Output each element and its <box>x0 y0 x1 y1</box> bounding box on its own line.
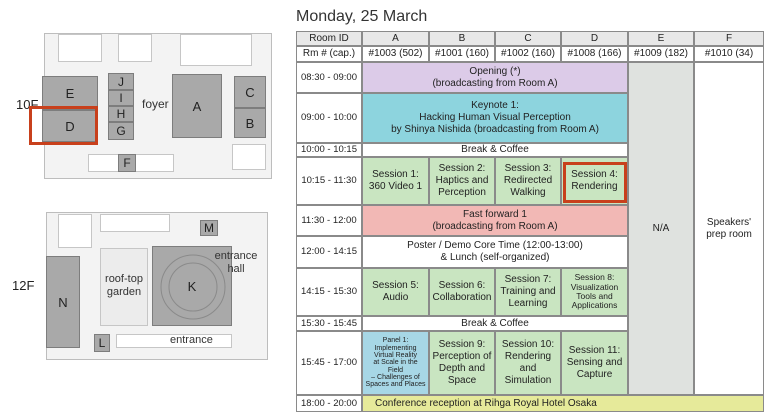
time-slot: 10:00 - 10:15 <box>296 143 362 157</box>
event-session-7: Session 7: Training and Learning <box>495 268 561 316</box>
room-n: N <box>46 256 80 348</box>
room-k: K <box>152 246 232 326</box>
wall-block <box>118 34 152 62</box>
wall-block <box>100 214 170 232</box>
cap-room-f: #1010 (34) <box>694 46 764 62</box>
event-session-8: Session 8: Visualization Tools and Appli… <box>561 268 628 316</box>
time-slot: 15:30 - 15:45 <box>296 316 362 331</box>
room-d: D <box>42 110 98 142</box>
time-slot: 08:30 - 09:00 <box>296 62 362 93</box>
header-room-d: D <box>561 31 628 46</box>
session-4-highlight <box>563 162 627 203</box>
rooftop-garden-label: roof-top garden <box>105 273 143 298</box>
room-e-na: N/A <box>628 62 694 395</box>
room-g: G <box>108 122 134 140</box>
room-i: I <box>108 90 134 106</box>
event-break: Break & Coffee <box>362 316 628 331</box>
room-l: L <box>94 334 110 352</box>
time-slot: 09:00 - 10:00 <box>296 93 362 143</box>
event-session-6: Session 6: Collaboration <box>429 268 495 316</box>
room-j: J <box>108 73 134 90</box>
header-room-id: Room ID <box>296 31 362 46</box>
wall-block <box>58 34 102 62</box>
time-slot: 12:00 - 14:15 <box>296 236 362 268</box>
header-room-c: C <box>495 31 561 46</box>
header-room-b: B <box>429 31 495 46</box>
event-keynote: Keynote 1: Hacking Human Visual Percepti… <box>362 93 628 143</box>
entrance-label: entrance <box>170 334 213 346</box>
event-panel-1: Panel 1: Implementing Virtual Reality at… <box>362 331 429 395</box>
event-session-3: Session 3: Redirected Walking <box>495 157 561 205</box>
room-b: B <box>234 108 266 138</box>
wall-block <box>180 34 252 66</box>
time-slot: 11:30 - 12:00 <box>296 205 362 236</box>
room-f: F <box>118 154 136 172</box>
room-c: C <box>234 76 266 108</box>
event-opening: Opening (*) (broadcasting from Room A) <box>362 62 628 93</box>
floor-12-label: 12F <box>12 278 35 293</box>
room-k-label: K <box>187 278 197 294</box>
header-room-f: F <box>694 31 764 46</box>
cap-room-a: #1003 (502) <box>362 46 429 62</box>
time-slot: 18:00 - 20:00 <box>296 395 362 412</box>
room-e: E <box>42 76 98 110</box>
rooftop-garden-area <box>100 248 148 326</box>
cap-room-d: #1008 (166) <box>561 46 628 62</box>
room-d-highlight <box>29 106 98 145</box>
event-session-9: Session 9: Perception of Depth and Space <box>429 331 495 395</box>
room-k-circle <box>160 254 226 320</box>
room-h: H <box>108 106 134 122</box>
event-session-10: Session 10: Rendering and Simulation <box>495 331 561 395</box>
entrance-hall-label: entrance hall <box>214 250 258 275</box>
event-poster-lunch: Poster / Demo Core Time (12:00-13:00) & … <box>362 236 628 268</box>
header-room-a: A <box>362 31 429 46</box>
event-session-4: Session 4: Rendering <box>561 157 628 205</box>
header-room-e: E <box>628 31 694 46</box>
wall-block <box>232 144 266 170</box>
event-reception: Conference reception at Rihga Royal Hote… <box>362 395 764 412</box>
event-session-1: Session 1: 360 Video 1 <box>362 157 429 205</box>
cap-room-b: #1001 (160) <box>429 46 495 62</box>
cap-room-c: #1002 (160) <box>495 46 561 62</box>
cap-room-e: #1009 (182) <box>628 46 694 62</box>
event-fast-forward: Fast forward 1 (broadcasting from Room A… <box>362 205 628 236</box>
event-session-2: Session 2: Haptics and Perception <box>429 157 495 205</box>
event-session-11: Session 11: Sensing and Capture <box>561 331 628 395</box>
wall-block <box>116 334 232 348</box>
event-session-5: Session 5: Audio <box>362 268 429 316</box>
time-slot: 15:45 - 17:00 <box>296 331 362 395</box>
room-f-speakers-prep: Speakers' prep room <box>694 62 764 395</box>
header-capacity: Rm # (cap.) <box>296 46 362 62</box>
page-title: Monday, 25 March <box>296 8 428 25</box>
room-m: M <box>200 220 218 236</box>
foyer-label: foyer <box>142 97 169 111</box>
wall-block <box>58 214 92 248</box>
time-slot: 10:15 - 11:30 <box>296 157 362 205</box>
time-slot: 14:15 - 15:30 <box>296 268 362 316</box>
event-break: Break & Coffee <box>362 143 628 157</box>
room-a: A <box>172 74 222 138</box>
